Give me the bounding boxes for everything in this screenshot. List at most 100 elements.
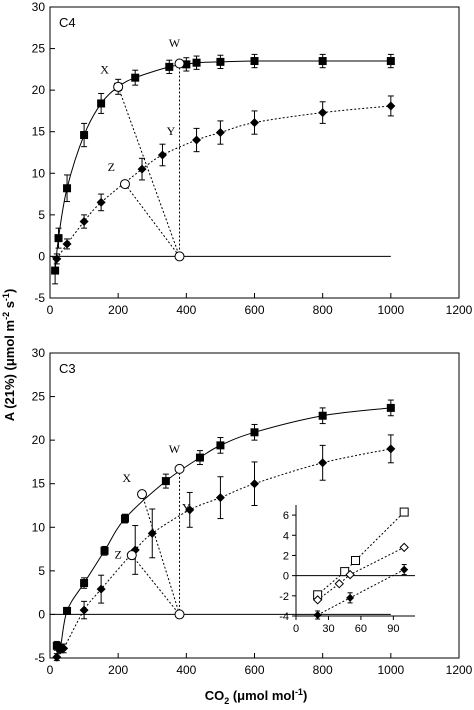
inset-series-1-point	[351, 556, 360, 565]
series-1-point	[120, 514, 129, 523]
inset-series-1-line	[317, 511, 405, 596]
inset-x-tick-label: 90	[387, 623, 399, 635]
series-1-point	[100, 546, 109, 555]
connector-line	[124, 183, 180, 257]
x-tick-label: 1200	[446, 303, 473, 317]
annotation-z: Z	[114, 548, 121, 562]
x-tick-label: 400	[176, 303, 196, 317]
open-circle-point	[137, 489, 148, 500]
y-tick-label: 30	[32, 0, 46, 14]
series-2-point	[52, 254, 62, 264]
series-2-point	[96, 197, 106, 207]
inset-y-tick-label: 6	[283, 510, 289, 522]
series-2-point	[157, 150, 167, 160]
series-1-point	[51, 266, 60, 275]
series-2-point	[318, 108, 328, 118]
series-2-point	[79, 217, 89, 227]
inset-series-3-line	[317, 569, 405, 616]
series-1-point	[192, 58, 201, 67]
open-circle-point	[174, 58, 185, 69]
series-2-point	[250, 118, 259, 128]
y-tick-label: 0	[38, 607, 45, 621]
x-tick-label: 600	[244, 303, 264, 317]
series-2-point	[185, 505, 195, 515]
inset-series-2-point	[345, 569, 355, 580]
inset-x-tick-label: 60	[355, 623, 367, 635]
series-2-point	[192, 135, 202, 145]
x-tick-label: 200	[108, 663, 128, 677]
x-tick-label: 0	[47, 663, 54, 677]
y-tick-label: 20	[32, 83, 46, 97]
series-1-point	[97, 99, 106, 108]
inset-series-2-line	[317, 546, 405, 601]
series-2-point	[386, 101, 396, 111]
annotation-w: W	[169, 36, 181, 50]
series-1-line	[54, 60, 391, 271]
connector-line	[131, 554, 180, 615]
series-1-point	[182, 60, 191, 69]
x-tick-label: 800	[313, 303, 333, 317]
annotation-x: X	[100, 63, 109, 77]
series-1-point	[386, 57, 395, 66]
y-tick-label: 10	[32, 166, 46, 180]
x-tick-label: 1000	[377, 303, 404, 317]
inset-series-1-point	[399, 507, 409, 517]
series-1-point	[80, 131, 89, 140]
y-tick-label: 10	[32, 520, 46, 534]
x-tick-label: 800	[313, 663, 333, 677]
inset-y-tick-label: 4	[283, 530, 289, 542]
x-tick-label: 400	[176, 663, 196, 677]
series-1-point	[165, 62, 174, 71]
series-1-point	[54, 234, 63, 243]
inset-y-tick-label: -4	[279, 611, 289, 623]
series-2-point	[215, 128, 225, 138]
inset-series-2-point	[312, 595, 323, 605]
series-2-line	[56, 105, 391, 260]
annotation-x: X	[122, 471, 131, 485]
series-2-point	[62, 239, 72, 249]
series-1-point	[161, 477, 170, 486]
y-tick-label: 25	[32, 42, 46, 56]
inset-x-tick-label: 0	[293, 623, 299, 635]
open-circle-point	[174, 463, 185, 474]
series-1-point	[318, 57, 327, 66]
series-1-point	[216, 441, 225, 450]
series-1-point	[80, 579, 89, 588]
inset-series-2-point	[334, 579, 344, 589]
open-circle-point	[119, 179, 130, 190]
connector-line	[141, 494, 180, 615]
series-1-point	[386, 403, 395, 412]
series-1-point	[63, 606, 72, 615]
inset-series-3-point	[400, 565, 409, 574]
series-1-point	[318, 411, 327, 420]
inset-y-tick-label: -2	[279, 591, 289, 603]
y-tick-label: 20	[32, 433, 46, 447]
series-2-point	[59, 643, 69, 653]
x-tick-label: 1000	[377, 663, 404, 677]
open-circle-point	[174, 609, 185, 620]
x-tick-label: 200	[108, 303, 128, 317]
x-tick-label: 1200	[446, 663, 473, 677]
x-axis-title: CO2 (μmol mol-1)	[205, 687, 308, 706]
series-2-point	[147, 528, 157, 538]
series-2-point	[52, 652, 62, 662]
series-1-point	[63, 184, 72, 193]
inset-x-tick-label: 30	[322, 623, 334, 635]
series-2-point	[318, 458, 328, 468]
y-tick-label: 5	[38, 564, 45, 578]
series-1-point	[216, 57, 225, 66]
annotation-y: Y	[182, 501, 191, 515]
open-circle-point	[174, 251, 185, 262]
series-2-point	[79, 605, 89, 615]
series-1-point	[131, 73, 140, 82]
inset-series-3-point	[313, 610, 322, 619]
annotation-y: Y	[167, 124, 176, 138]
inset-y-tick-label: 0	[283, 571, 289, 583]
series-1-point	[250, 428, 259, 437]
y-tick-label: 5	[38, 208, 45, 222]
open-circle-point	[126, 550, 137, 561]
